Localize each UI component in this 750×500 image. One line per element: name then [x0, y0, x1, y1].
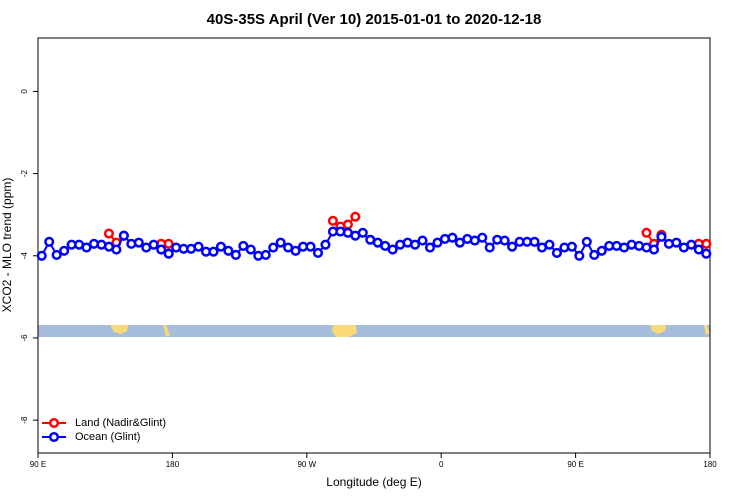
data-point	[111, 244, 122, 255]
data-point	[118, 230, 129, 241]
legend-label: Ocean (Glint)	[75, 431, 140, 443]
data-point	[686, 239, 697, 250]
data-point	[59, 245, 70, 256]
data-point	[133, 237, 144, 248]
data-point	[529, 236, 540, 247]
data-point	[51, 249, 62, 261]
data-point	[320, 239, 331, 250]
data-point	[44, 236, 55, 247]
data-point	[81, 242, 92, 253]
x-tick-label: 90 W	[297, 460, 316, 469]
x-tick-label: 90 E	[567, 460, 583, 469]
y-tick-label: 0	[20, 89, 29, 94]
data-point	[215, 241, 226, 252]
data-point	[36, 250, 47, 261]
data-point	[156, 244, 167, 255]
data-point	[574, 250, 585, 261]
land-shape	[163, 325, 170, 337]
data-point	[701, 238, 712, 249]
x-tick-label: 90 E	[30, 460, 46, 469]
data-point	[454, 237, 465, 248]
data-point	[312, 247, 324, 258]
data-point	[477, 232, 488, 243]
land-shape	[704, 325, 710, 335]
data-point	[693, 244, 704, 255]
land-map	[38, 325, 710, 337]
data-point	[484, 242, 495, 253]
data-point	[380, 240, 391, 251]
data-point	[350, 211, 361, 222]
data-point	[641, 227, 652, 238]
x-tick-label: 180	[166, 460, 180, 469]
data-point	[163, 248, 174, 259]
data-point	[432, 237, 443, 248]
land-shape	[332, 325, 357, 337]
data-point	[305, 241, 316, 252]
ocean-band	[38, 325, 710, 337]
land-shape	[650, 325, 666, 334]
x-axis-label: Longitude (deg E)	[326, 475, 421, 489]
data-point	[648, 244, 660, 255]
legend-label: Land (Nadir&Glint)	[75, 417, 166, 429]
y-tick-label: -8	[20, 416, 29, 424]
data-point	[544, 239, 555, 250]
data-point	[410, 239, 421, 250]
data-point	[447, 232, 458, 243]
data-point	[260, 249, 271, 261]
legend-marker	[48, 417, 60, 429]
data-point	[163, 238, 174, 249]
data-point	[656, 231, 667, 242]
data-point	[551, 247, 562, 258]
x-tick-label: 180	[703, 460, 717, 469]
legend-marker	[48, 431, 60, 443]
x-tick-label: 0	[439, 460, 444, 469]
data-point	[208, 246, 219, 257]
data-point	[327, 215, 338, 226]
data-point	[566, 241, 577, 252]
data-point	[424, 242, 436, 253]
data-point	[342, 219, 353, 230]
data-point	[238, 240, 249, 251]
data-point	[357, 227, 368, 238]
data-point	[103, 228, 114, 239]
data-point	[387, 244, 398, 255]
data-point	[290, 245, 301, 256]
data-point	[596, 245, 607, 256]
data-point	[701, 248, 712, 259]
data-point	[589, 249, 600, 261]
data-point	[223, 245, 234, 256]
data-point	[148, 239, 159, 250]
y-axis-label: XCO2 - MLO trend (ppm)	[0, 178, 14, 313]
data-point	[581, 236, 592, 247]
y-tick-label: -4	[20, 252, 29, 260]
y-tick-label: -2	[20, 169, 29, 177]
data-point	[671, 237, 682, 248]
data-point	[268, 242, 279, 253]
data-point	[499, 235, 510, 246]
data-point	[417, 235, 428, 246]
data-point	[193, 241, 204, 252]
data-point	[245, 244, 256, 255]
data-point	[507, 241, 518, 252]
data-point	[275, 237, 286, 248]
chart-title: 40S-35S April (Ver 10) 2015-01-01 to 202…	[207, 11, 542, 28]
land-shape	[110, 325, 128, 334]
y-tick-label: -6	[20, 334, 29, 342]
data-point	[230, 249, 241, 261]
